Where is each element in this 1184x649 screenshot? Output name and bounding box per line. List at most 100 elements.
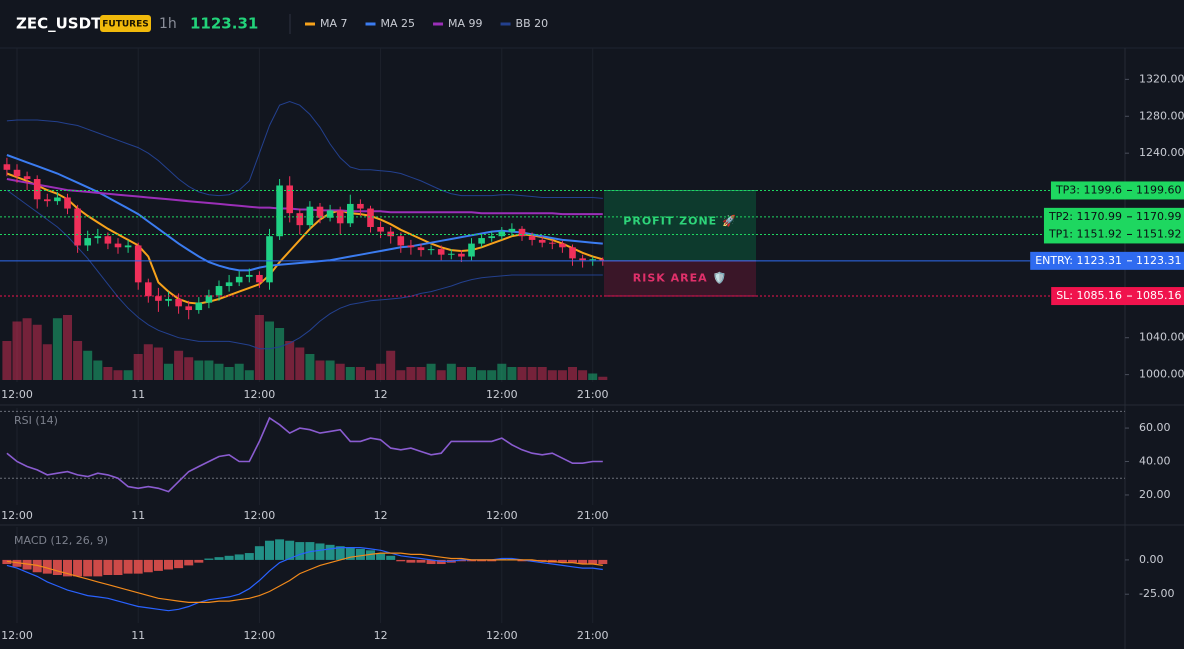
y-tick-label: 60.00 [1139, 421, 1171, 434]
macd-hist [507, 558, 517, 560]
zone [604, 190, 756, 261]
candle-body [185, 306, 192, 311]
volume-bar [406, 367, 416, 380]
zone-label: PROFIT ZONE 🚀 [623, 215, 736, 228]
volume-bar [265, 321, 274, 380]
macd-hist [2, 559, 12, 565]
y-tick-label: 1040.00 [1139, 331, 1184, 344]
volume-bar [12, 321, 22, 380]
y-tick-label: 40.00 [1139, 455, 1171, 468]
macd-hist [598, 559, 608, 565]
level-label: TP1: 1151.92 [1048, 227, 1122, 240]
zone [604, 260, 756, 297]
macd-hist [487, 559, 497, 562]
macd-hist [224, 555, 234, 560]
volume-bar [295, 347, 305, 380]
volume-bar [32, 324, 42, 380]
volume-bar [456, 367, 466, 380]
candle-body [538, 239, 546, 243]
y-tick-label: 1000.00 [1139, 368, 1184, 381]
volume-bar [285, 341, 295, 380]
candle-body [427, 249, 435, 251]
level-tag [1043, 225, 1184, 244]
legend-label: MA 7 [320, 17, 348, 30]
macd-hist [436, 559, 446, 565]
macd-hist [396, 559, 406, 562]
macd-hist [42, 559, 52, 574]
zone-label: RISK AREA 🛡️ [633, 271, 727, 284]
macd-hist [366, 550, 375, 560]
y-tick-label: 1240.00 [1139, 146, 1184, 159]
candle-body [508, 228, 516, 232]
candle-body [387, 231, 394, 237]
macd-line [6, 547, 603, 612]
candle-body [559, 243, 566, 248]
macd-hist [345, 547, 355, 560]
volume-bar [467, 367, 476, 380]
level-price: 1151.92 [1136, 227, 1182, 240]
candle-body [256, 274, 263, 283]
candle-body [377, 226, 384, 232]
volume-bar [537, 367, 547, 380]
macd-hist [517, 559, 527, 562]
volume-bar [325, 360, 335, 380]
volume-bar [143, 344, 153, 380]
macd-hist [254, 546, 264, 560]
candle-body [407, 245, 415, 248]
macd-hist [578, 559, 588, 565]
candle-body [347, 203, 354, 224]
macd-hist [456, 559, 466, 562]
candle-body [357, 203, 364, 209]
macd-hist [537, 559, 547, 562]
macd-hist [355, 548, 365, 560]
volume-bar [527, 367, 537, 380]
macd-hist [477, 559, 487, 562]
legend-label: BB 20 [516, 17, 549, 30]
volume-bar [507, 367, 517, 380]
volume-bar [275, 328, 285, 380]
volume-bar [386, 350, 396, 380]
y-tick-label: 1320.00 [1139, 72, 1184, 85]
volume-bar [345, 367, 355, 380]
x-tick-label: 11 [131, 629, 145, 642]
candle-body [13, 169, 21, 177]
macd-hist [174, 559, 184, 569]
volume-bar [234, 363, 244, 380]
candle-body [155, 296, 162, 301]
level-price: 1123.31 [1136, 254, 1182, 267]
y-tick-label: -25.00 [1139, 587, 1174, 600]
candle-body [54, 197, 61, 202]
volume-bar [315, 360, 325, 380]
macd-hist [32, 559, 42, 573]
level-label: SL: 1085.16 [1056, 289, 1122, 302]
volume-bar [22, 318, 32, 380]
candle-body [326, 210, 334, 218]
x-tick-label: 12:00 [244, 509, 276, 522]
macd-hist [315, 543, 325, 560]
candle-body [104, 236, 112, 244]
y-tick-label: 0.00 [1139, 553, 1164, 566]
candle-body [306, 206, 314, 226]
volume-bar [113, 370, 123, 380]
macd-hist [406, 559, 416, 563]
volume-bar [164, 363, 173, 380]
volume-bar [153, 347, 163, 380]
candle-body [246, 274, 253, 277]
macd-hist [497, 558, 507, 560]
level-label: TP2: 1170.99 [1048, 210, 1122, 223]
volume-bar [568, 367, 577, 380]
candle-body [175, 298, 182, 307]
candle-body [296, 213, 304, 226]
volume-bar [214, 363, 224, 380]
legend-label: MA 25 [381, 17, 416, 30]
macd-hist [12, 559, 22, 567]
candle-body [518, 228, 526, 237]
x-tick-label: 12:00 [1, 629, 33, 642]
volume-bar [63, 315, 72, 380]
macd-hist [164, 559, 173, 570]
level-price: 1085.16 [1136, 289, 1182, 302]
macd-hist [103, 559, 113, 575]
volume-bar [335, 363, 345, 380]
candle-body [437, 249, 445, 255]
volume-bar [497, 363, 507, 380]
